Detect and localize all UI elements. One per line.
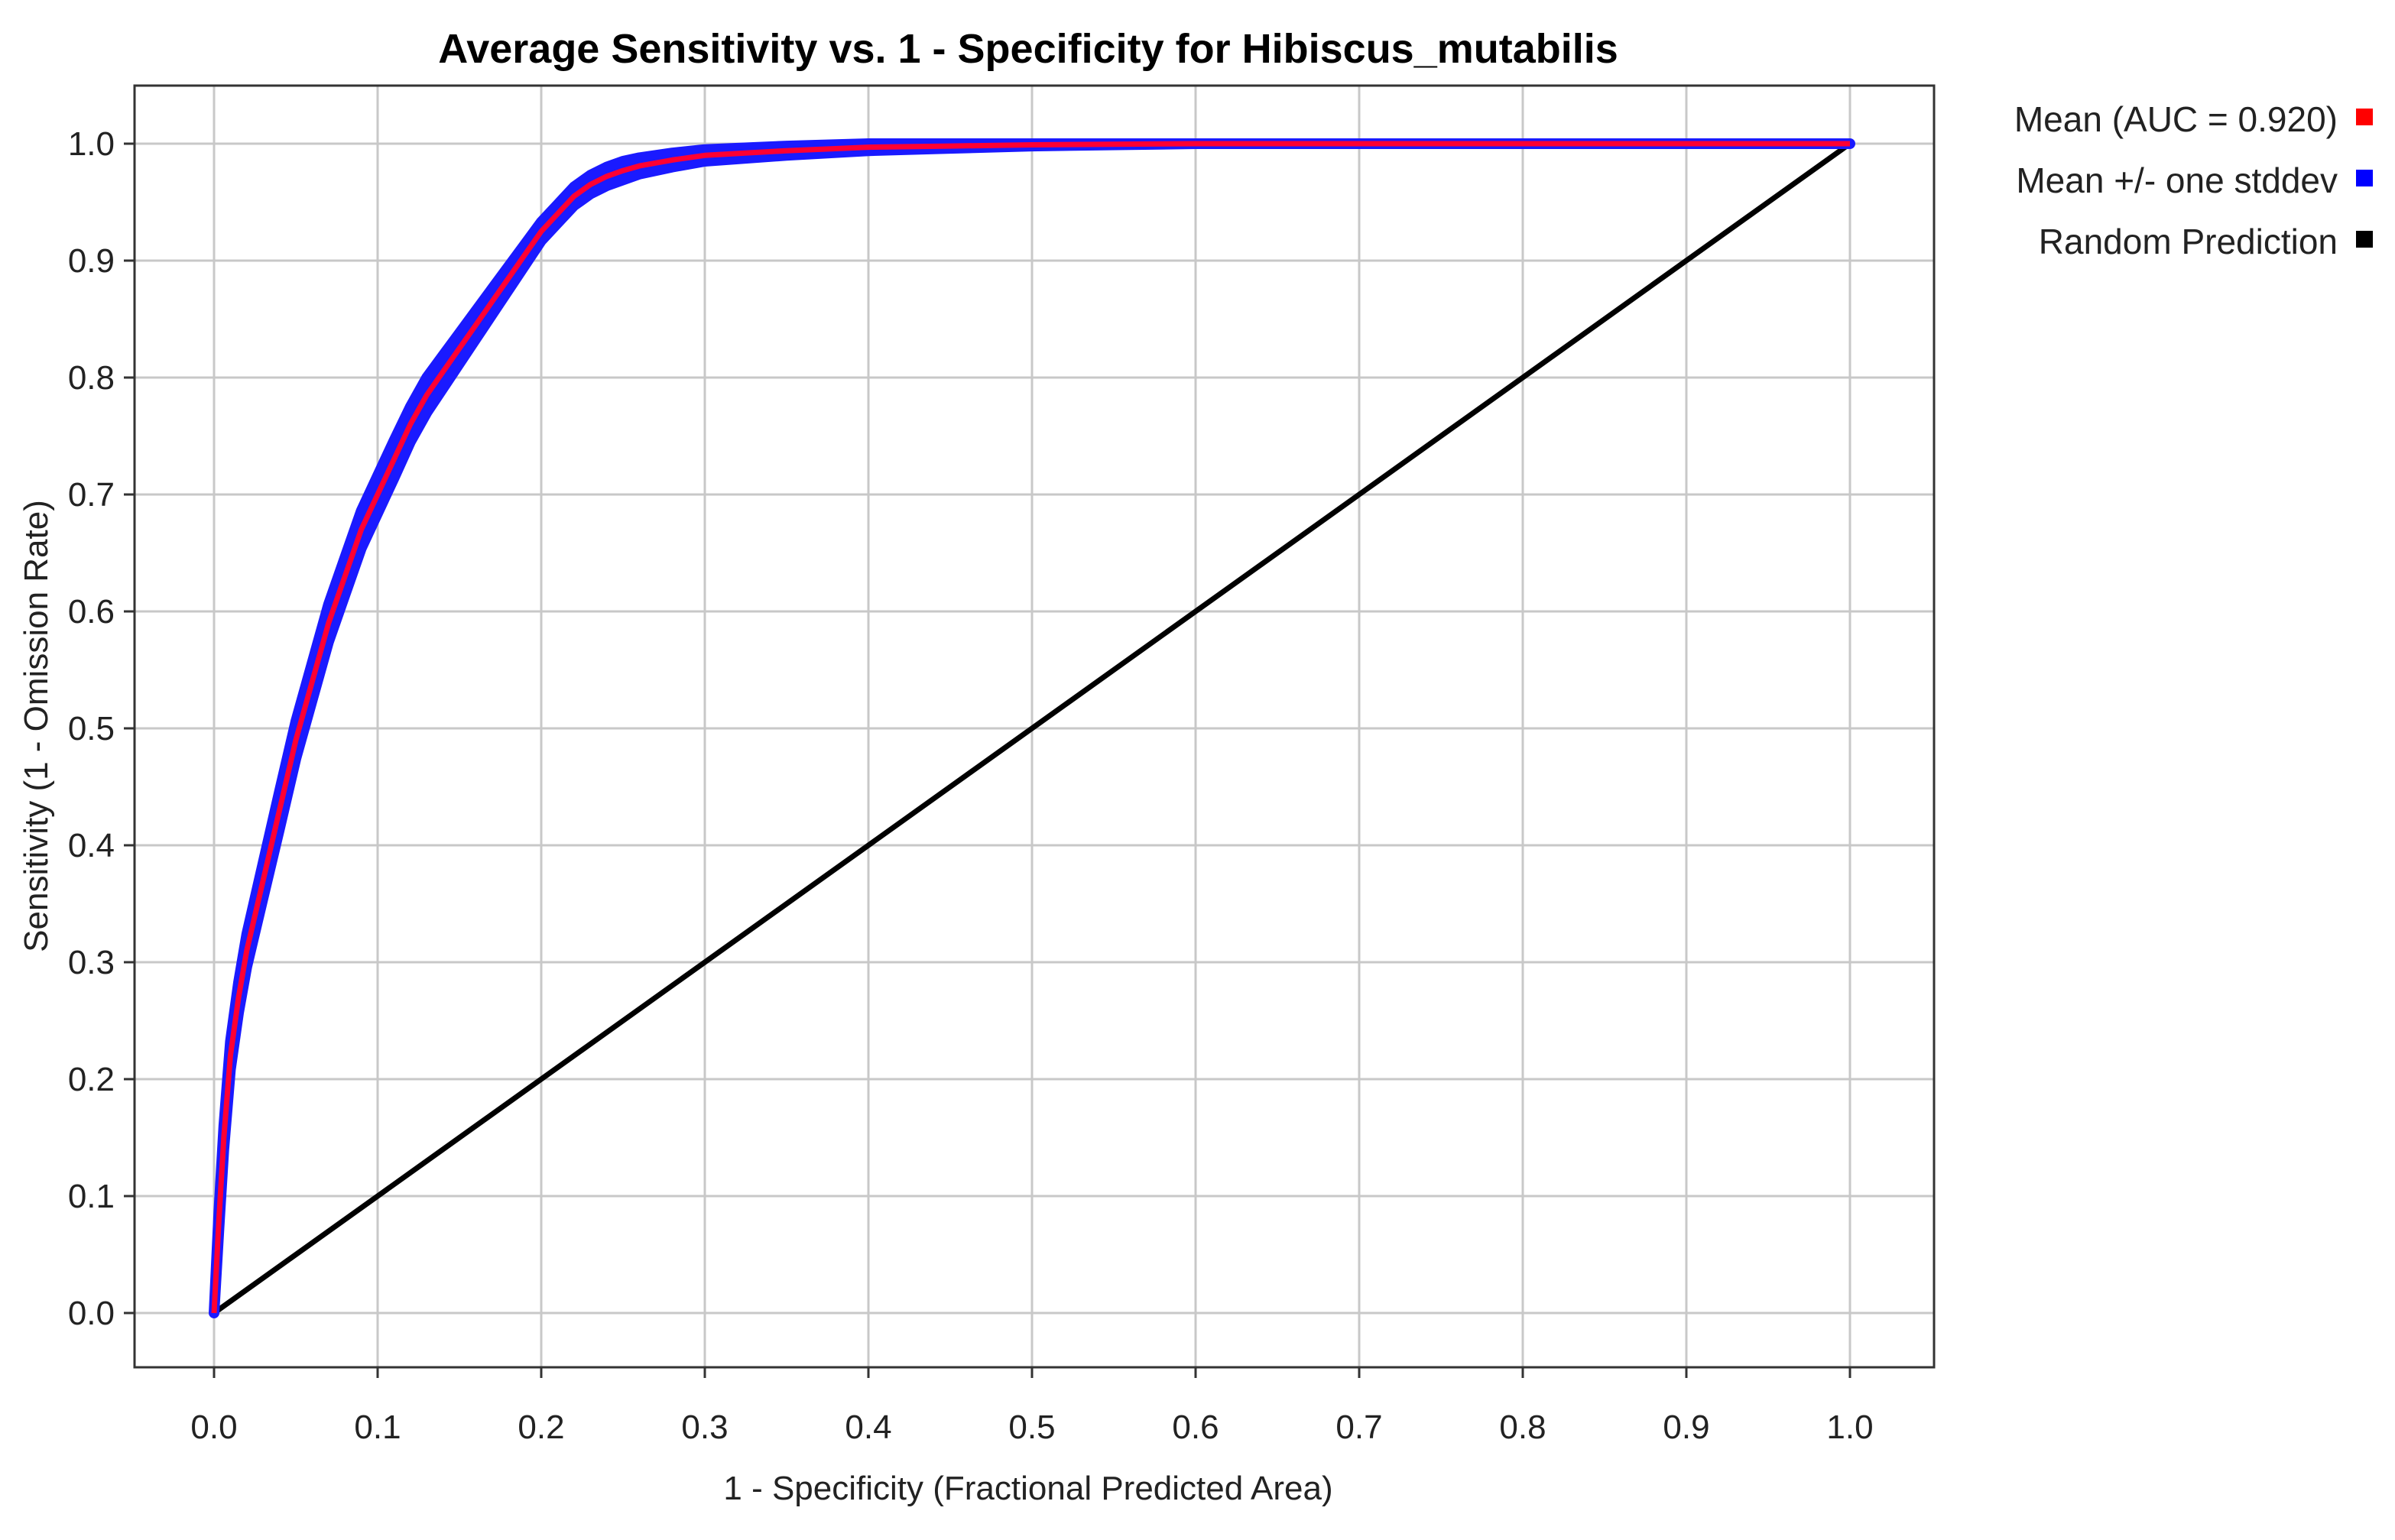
legend-swatch — [2356, 170, 2373, 186]
x-tick-label: 0.0 — [190, 1409, 237, 1446]
chart-title: Average Sensitivity vs. 1 - Specificity … — [438, 26, 1618, 72]
legend-label: Mean (AUC = 0.920) — [2014, 99, 2338, 139]
x-tick-label: 0.6 — [1172, 1409, 1219, 1446]
y-tick-label: 0.5 — [68, 710, 115, 747]
legend-label: Mean +/- one stddev — [2016, 160, 2338, 200]
x-axis-ticks: 0.0 0.1 0.2 0.3 0.4 0.5 0.6 0.7 0.8 0.9 1.0 — [190, 1367, 1874, 1446]
y-tick-label: 0.6 — [68, 593, 115, 631]
x-tick-label: 0.1 — [354, 1409, 401, 1446]
plot-frame — [133, 84, 1936, 1369]
y-tick-label: 0.3 — [68, 944, 115, 981]
x-tick-label: 0.4 — [845, 1409, 891, 1446]
x-tick-label: 0.7 — [1335, 1409, 1382, 1446]
y-tick-label: 0.0 — [68, 1295, 115, 1332]
y-axis-label: Sensitivity (1 - Omission Rate) — [18, 500, 55, 952]
x-tick-label: 0.8 — [1499, 1409, 1546, 1446]
y-tick-label: 0.2 — [68, 1061, 115, 1098]
y-tick-label: 0.9 — [68, 242, 115, 280]
legend-label: Random Prediction — [2039, 222, 2338, 261]
y-tick-label: 0.4 — [68, 827, 115, 864]
legend-swatch — [2356, 231, 2373, 248]
y-tick-label: 0.7 — [68, 476, 115, 514]
x-tick-label: 0.9 — [1663, 1409, 1709, 1446]
legend: Mean (AUC = 0.920) Mean +/- one stddev Ran… — [2014, 99, 2373, 261]
y-tick-label: 0.8 — [68, 359, 115, 397]
y-tick-label: 1.0 — [68, 125, 115, 163]
y-tick-label: 0.1 — [68, 1178, 115, 1215]
y-axis-ticks: 0.0 0.1 0.2 0.3 0.4 0.5 0.6 0.7 0.8 0.9 1.0 — [68, 125, 135, 1332]
series-layer — [209, 138, 1855, 1318]
legend-swatch — [2356, 109, 2373, 125]
x-tick-label: 0.2 — [518, 1409, 564, 1446]
x-tick-label: 0.5 — [1008, 1409, 1055, 1446]
x-axis-label: 1 - Specificity (Fractional Predicted Ar… — [723, 1470, 1332, 1507]
random-prediction-line — [212, 141, 1852, 1315]
x-tick-label: 1.0 — [1826, 1409, 1873, 1446]
mean-curve — [211, 141, 1850, 1314]
x-tick-label: 0.3 — [681, 1409, 728, 1446]
